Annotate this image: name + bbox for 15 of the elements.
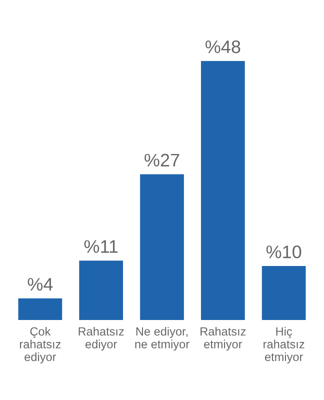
- bar: [262, 266, 306, 320]
- x-tick-label: Rahatsız ediyor: [78, 326, 124, 351]
- bar: [79, 260, 124, 320]
- bar: [140, 174, 184, 320]
- bar: [200, 60, 245, 320]
- x-tick-label: Hiç rahatsız etmiyor: [264, 326, 304, 364]
- data-label: %4: [28, 278, 53, 291]
- x-tick-label: Rahatsız etmiyor: [200, 326, 246, 351]
- data-label: %27: [144, 154, 180, 166]
- data-label: %11: [84, 240, 118, 253]
- bar: [18, 298, 62, 320]
- data-label: %48: [205, 40, 240, 54]
- x-tick-label: Ne ediyor, ne etmiyor: [135, 326, 190, 351]
- data-label: %10: [266, 246, 302, 258]
- x-tick-label: Çok rahatsız ediyor: [20, 326, 61, 364]
